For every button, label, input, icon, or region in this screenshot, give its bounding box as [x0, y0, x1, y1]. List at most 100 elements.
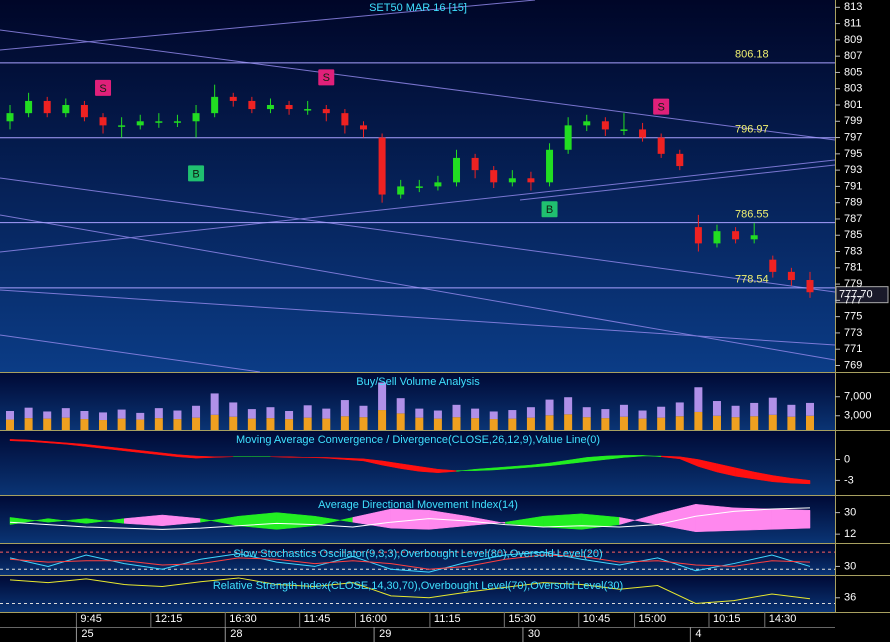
y-tick-label: 807: [844, 50, 862, 62]
volume-bar: [210, 414, 219, 430]
trend-line: [0, 159, 836, 253]
candle-body: [99, 117, 107, 126]
y-tick-label: 793: [844, 164, 862, 176]
candle-body: [304, 109, 312, 111]
volume-bar: [210, 393, 219, 415]
level-label: 796.97: [735, 124, 769, 136]
level-label: 786.55: [735, 209, 769, 221]
volume-bar: [545, 399, 554, 416]
date-label: 29: [379, 628, 391, 640]
volume-bar: [619, 416, 628, 430]
y-tick-label: 787: [844, 213, 862, 225]
candle-body: [564, 125, 572, 150]
volume-bar: [340, 400, 349, 417]
last-price-box: [835, 286, 889, 304]
volume-bar: [694, 387, 703, 412]
candle-body: [639, 129, 647, 138]
volume-bar: [396, 413, 405, 430]
candle-body: [80, 105, 88, 118]
volume-bar: [657, 406, 666, 418]
candle-body: [192, 113, 200, 122]
y-tick-label: 769: [844, 359, 862, 371]
y-tick-label: 30: [844, 560, 856, 572]
y-tick-label: 775: [844, 311, 862, 323]
y-tick-label: 779: [844, 278, 862, 290]
y-tick-label: 799: [844, 115, 862, 127]
last-price-label: 777.70: [839, 289, 873, 301]
signal-label: S: [657, 102, 664, 114]
y-tick-label: 797: [844, 131, 862, 143]
volume-bar: [24, 418, 33, 430]
volume-bar: [601, 418, 610, 430]
candle-body: [43, 100, 51, 114]
x-tick-label: 15:30: [508, 613, 536, 625]
level-label: 806.18: [735, 49, 769, 61]
trend-line: [0, 334, 261, 373]
volume-bar: [545, 415, 554, 430]
volume-bar: [526, 407, 535, 418]
rsi-panel: [0, 576, 835, 612]
signal-label: B: [546, 204, 553, 216]
volume-bar: [415, 417, 424, 430]
y-tick-label: 803: [844, 83, 862, 95]
volume-bar: [526, 417, 535, 430]
y-tick-label: 789: [844, 197, 862, 209]
volume-bar: [99, 412, 108, 421]
volume-bar: [806, 415, 814, 430]
candle-body: [732, 231, 740, 240]
volume-bar: [6, 419, 14, 430]
candle-body: [415, 186, 423, 188]
candle-body: [453, 157, 461, 183]
signal-marker: [188, 165, 205, 182]
y-tick-label: 771: [844, 343, 862, 355]
band-segment: [214, 456, 234, 458]
candle-body: [750, 235, 758, 240]
main-panel: [0, 0, 835, 372]
volume-bar: [452, 417, 461, 430]
trend-line: [0, 0, 536, 51]
y-tick-label: 785: [844, 229, 862, 241]
volume-bar: [303, 417, 312, 430]
candle-body: [322, 109, 330, 114]
date-label: 30: [528, 628, 540, 640]
volume-bar: [378, 382, 387, 411]
candle-body: [546, 149, 554, 183]
volume-bar: [266, 418, 275, 430]
volume-bar: [6, 411, 14, 420]
volume-bar: [582, 417, 591, 430]
volume-bar: [489, 419, 498, 430]
candle-body: [266, 105, 274, 110]
x-tick-label: 9:45: [80, 613, 101, 625]
y-tick-label: 783: [844, 245, 862, 257]
volume-bar: [359, 417, 368, 430]
y-tick-label: 809: [844, 34, 862, 46]
candle-body: [6, 113, 14, 122]
date-label: 4: [695, 628, 701, 640]
candle-body: [769, 259, 777, 272]
volume-bar: [192, 417, 201, 430]
volume-bar: [433, 410, 442, 419]
x-tick-label: 11:45: [304, 613, 331, 625]
volume-bar: [322, 418, 331, 430]
x-tick-label: 12:15: [155, 613, 183, 625]
candle-body: [601, 121, 609, 130]
volume-bar: [43, 418, 52, 430]
panel-title: Average Directional Movement Index(14): [318, 499, 518, 511]
volume-bar: [806, 402, 814, 416]
candle-body: [136, 121, 144, 126]
level-label: 778.54: [735, 274, 769, 286]
candle-body: [527, 178, 535, 183]
volume-bar: [675, 402, 684, 417]
volume-bar: [750, 416, 759, 430]
volume-bar: [564, 397, 573, 415]
volume-bar: [24, 407, 33, 419]
volume-bar: [266, 407, 275, 419]
signal-label: S: [99, 83, 106, 95]
volume-bar: [285, 411, 294, 420]
volume-bar: [471, 418, 480, 430]
signal-marker: [541, 201, 558, 218]
y-tick-label: 30: [844, 507, 856, 519]
indicator-line: [9, 554, 811, 570]
candle-body: [787, 271, 795, 281]
